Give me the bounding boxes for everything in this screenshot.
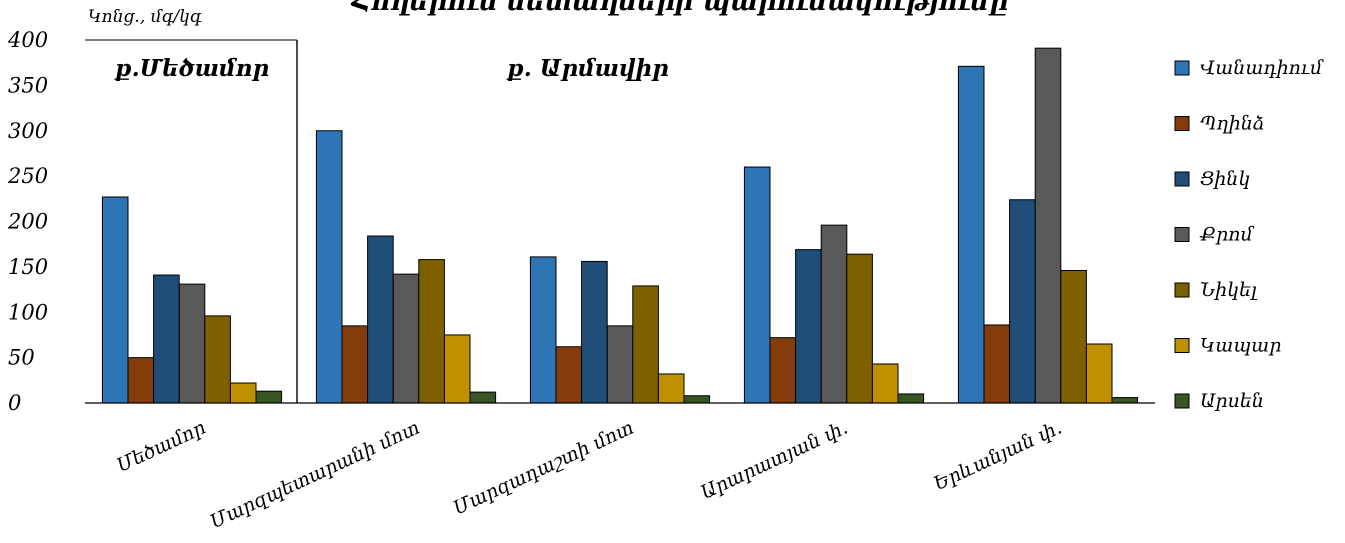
bar: [392, 273, 420, 404]
legend: Վանադիում Պղինձ Ցինկ Քրոմ Նիկել Կապար Արսեն: [1174, 57, 1324, 412]
y-tick-label: 200: [7, 210, 48, 234]
legend-swatch: [1174, 171, 1190, 187]
y-tick-label: 150: [8, 255, 48, 279]
bar: [1034, 47, 1062, 404]
legend-label: Քրոմ: [1199, 224, 1255, 246]
bar: [341, 325, 369, 404]
y-axis-label: Կոնց., մգ/կգ: [88, 7, 202, 27]
bar: [820, 224, 848, 404]
bar: [178, 283, 206, 404]
y-tick-label: 350: [8, 73, 48, 97]
legend-label: Վանադիում: [1200, 57, 1324, 79]
bar: [871, 363, 899, 404]
bar: [846, 253, 873, 404]
legend-swatch: [1174, 338, 1190, 353]
legend-swatch: [1174, 282, 1190, 298]
y-axis-ticks: 0 50 100 150 200 250 300 350 400: [7, 28, 48, 415]
bar: [606, 325, 634, 404]
bar: [367, 235, 394, 404]
bar: [204, 315, 231, 404]
x-tick-label: Երևանյան փ.: [930, 417, 1065, 495]
bar: [1085, 343, 1113, 404]
bar: [657, 373, 685, 404]
bar: [229, 382, 257, 404]
bars: [101, 47, 1139, 404]
bar: [101, 196, 129, 404]
bar: [418, 259, 445, 404]
bar: [555, 346, 583, 404]
bar: [443, 334, 471, 404]
y-tick-label: 50: [8, 346, 35, 370]
bar: [897, 393, 925, 404]
bar: [769, 337, 797, 404]
legend-label: Կապար: [1200, 335, 1281, 357]
x-tick-label: Մարզպետարանի մոտ: [207, 417, 423, 534]
bar: [1111, 397, 1139, 404]
chart-title: Հողերում մետաղների պարունակությունը: [350, 0, 1008, 17]
region-label: ք.Մեծամոր: [114, 55, 270, 82]
legend-swatch: [1174, 116, 1190, 131]
y-tick-label: 100: [8, 300, 48, 324]
y-tick-label: 250: [7, 164, 48, 188]
bar: [743, 166, 771, 404]
x-tick-label: Մարզադաշտի մոտ: [450, 417, 637, 520]
bar: [469, 391, 497, 404]
x-tick-label: Արարատյան փ.: [697, 417, 851, 504]
y-tick-label: 300: [8, 119, 48, 143]
legend-label: Նիկել: [1200, 279, 1258, 301]
bar: [983, 324, 1011, 404]
bar: [632, 285, 659, 404]
legend-swatch: [1174, 393, 1190, 409]
bar: [1060, 270, 1087, 404]
bar: [1009, 199, 1036, 404]
legend-label: Արսեն: [1200, 390, 1264, 412]
region-labels: ք.Մեծամոր ք. Արմավիր: [85, 39, 669, 82]
y-tick-label: 400: [7, 28, 48, 52]
legend-label: Պղինձ: [1200, 113, 1265, 135]
bar: [315, 130, 343, 404]
bar: [153, 274, 180, 404]
region-label: ք. Արմավիր: [506, 55, 669, 82]
bar: [255, 390, 283, 404]
bar: [529, 256, 557, 404]
bar: [795, 249, 822, 404]
y-tick-label: 0: [8, 391, 21, 415]
legend-label: Ցինկ: [1200, 168, 1250, 190]
x-tick-label: Մեծամոր: [113, 417, 209, 477]
bar: [683, 395, 711, 404]
legend-swatch: [1174, 227, 1190, 242]
bar: [127, 357, 155, 404]
bar: [581, 260, 608, 404]
bar: [957, 65, 985, 404]
legend-swatch: [1174, 60, 1190, 76]
